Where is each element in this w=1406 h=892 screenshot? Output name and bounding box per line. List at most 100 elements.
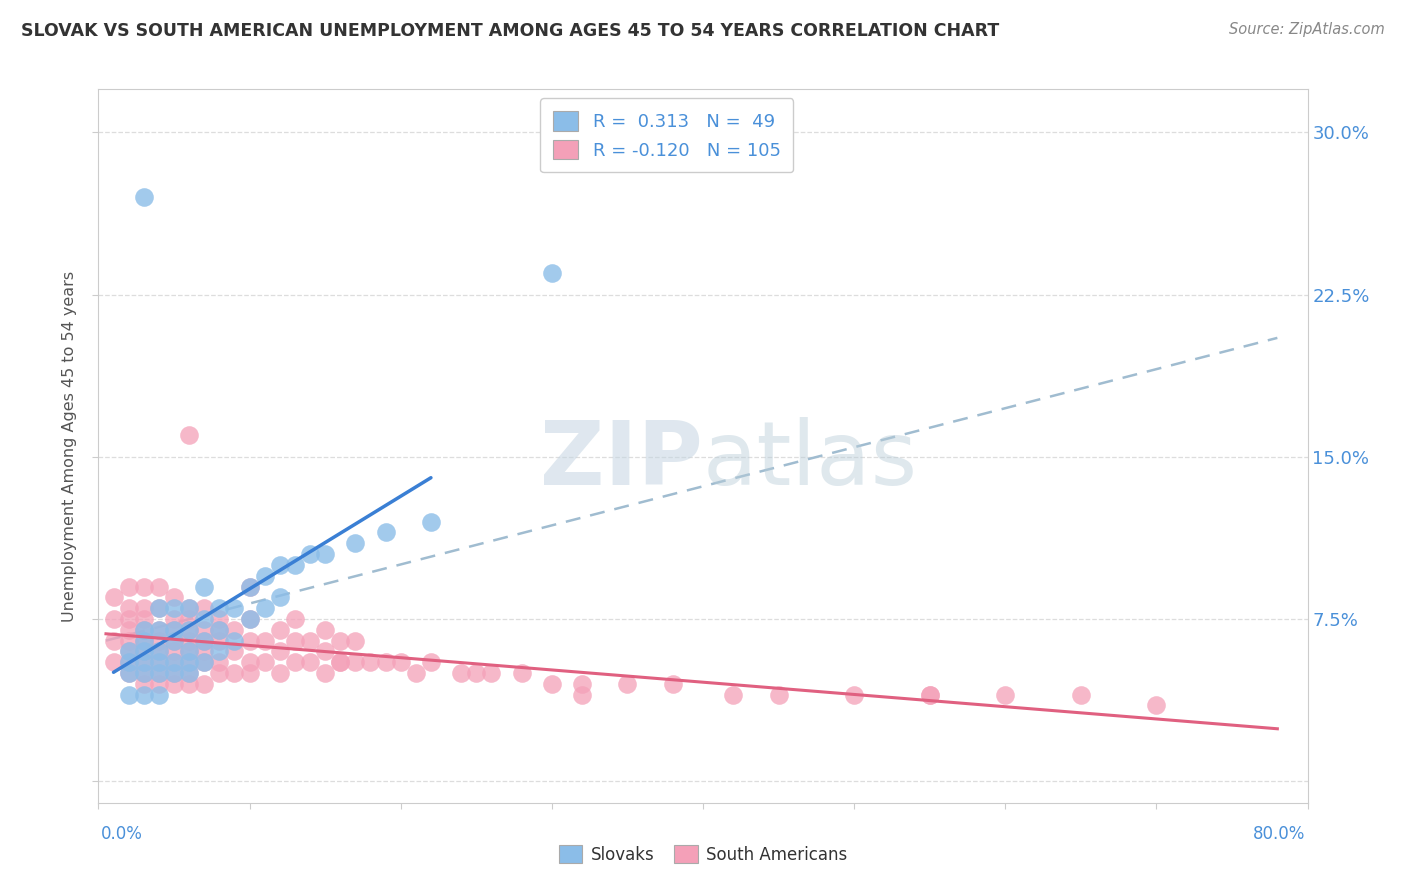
Point	[118, 655, 141, 669]
Point	[132, 580, 155, 594]
Point	[1144, 698, 1167, 713]
Point	[299, 655, 322, 669]
Point	[148, 601, 170, 615]
Point	[224, 623, 246, 637]
Point	[132, 633, 155, 648]
Point	[465, 666, 488, 681]
Point	[148, 688, 170, 702]
Point	[269, 558, 291, 572]
Point	[179, 644, 201, 658]
Point	[374, 525, 396, 540]
Point	[420, 655, 443, 669]
Point	[284, 558, 307, 572]
Point	[510, 666, 533, 681]
Point	[450, 666, 472, 681]
Point	[132, 612, 155, 626]
Point	[179, 612, 201, 626]
Point	[148, 623, 170, 637]
Point	[571, 688, 593, 702]
Point	[148, 655, 170, 669]
Point	[208, 623, 231, 637]
Legend: Slovaks, South Americans: Slovaks, South Americans	[553, 838, 853, 871]
Point	[193, 655, 215, 669]
Point	[148, 666, 170, 681]
Point	[284, 612, 307, 626]
Point	[179, 677, 201, 691]
Point	[284, 633, 307, 648]
Point	[148, 655, 170, 669]
Point	[284, 655, 307, 669]
Point	[208, 644, 231, 658]
Point	[148, 677, 170, 691]
Point	[163, 655, 186, 669]
Point	[239, 580, 262, 594]
Point	[540, 677, 562, 691]
Point	[299, 547, 322, 561]
Point	[148, 666, 170, 681]
Point	[329, 655, 352, 669]
Point	[163, 666, 186, 681]
Point	[374, 655, 396, 669]
Point	[193, 580, 215, 594]
Point	[239, 633, 262, 648]
Point	[179, 601, 201, 615]
Point	[224, 644, 246, 658]
Point	[420, 515, 443, 529]
Point	[118, 644, 141, 658]
Point	[344, 536, 367, 550]
Point	[163, 612, 186, 626]
Point	[314, 547, 336, 561]
Point	[179, 644, 201, 658]
Point	[253, 601, 276, 615]
Point	[118, 580, 141, 594]
Point	[193, 612, 215, 626]
Point	[329, 655, 352, 669]
Point	[253, 568, 276, 582]
Point	[239, 612, 262, 626]
Point	[163, 601, 186, 615]
Point	[163, 633, 186, 648]
Point	[118, 633, 141, 648]
Point	[269, 591, 291, 605]
Point	[193, 644, 215, 658]
Point	[844, 688, 866, 702]
Point	[723, 688, 745, 702]
Point	[208, 666, 231, 681]
Point	[540, 266, 562, 280]
Point	[269, 666, 291, 681]
Text: 80.0%: 80.0%	[1253, 825, 1305, 843]
Point	[118, 601, 141, 615]
Point	[224, 601, 246, 615]
Point	[132, 677, 155, 691]
Point	[118, 644, 141, 658]
Point	[389, 655, 412, 669]
Point	[360, 655, 382, 669]
Point	[344, 655, 367, 669]
Point	[208, 655, 231, 669]
Text: Source: ZipAtlas.com: Source: ZipAtlas.com	[1229, 22, 1385, 37]
Point	[118, 666, 141, 681]
Point	[148, 623, 170, 637]
Point	[132, 666, 155, 681]
Point	[132, 601, 155, 615]
Point	[269, 644, 291, 658]
Point	[208, 601, 231, 615]
Point	[344, 633, 367, 648]
Point	[1070, 688, 1092, 702]
Point	[118, 655, 141, 669]
Point	[481, 666, 503, 681]
Point	[132, 655, 155, 669]
Point	[148, 633, 170, 648]
Point	[994, 688, 1017, 702]
Point	[163, 644, 186, 658]
Point	[179, 623, 201, 637]
Point	[224, 633, 246, 648]
Point	[132, 623, 155, 637]
Text: ZIP: ZIP	[540, 417, 703, 504]
Point	[132, 644, 155, 658]
Point	[193, 677, 215, 691]
Text: SLOVAK VS SOUTH AMERICAN UNEMPLOYMENT AMONG AGES 45 TO 54 YEARS CORRELATION CHAR: SLOVAK VS SOUTH AMERICAN UNEMPLOYMENT AM…	[21, 22, 1000, 40]
Point	[179, 633, 201, 648]
Point	[132, 688, 155, 702]
Point	[163, 666, 186, 681]
